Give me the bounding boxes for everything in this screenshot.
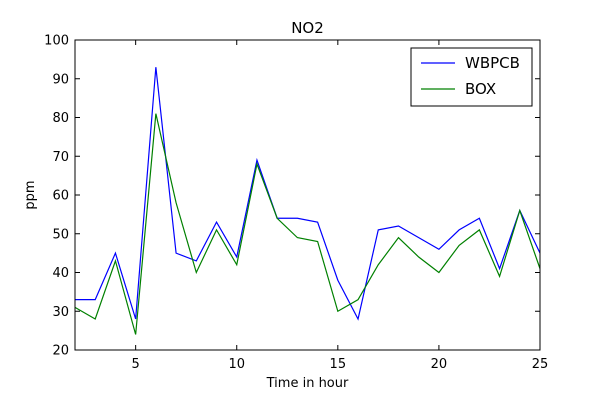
y-tick-label: 20 [52, 344, 69, 359]
series-layer [74, 67, 541, 335]
y-tick-label: 100 [44, 34, 69, 49]
plot-frame [74, 39, 541, 351]
series-line-wbpcb [75, 67, 541, 321]
y-tick-label: 60 [52, 189, 69, 204]
x-tick-label: 20 [431, 357, 448, 372]
y-tick-label: 50 [52, 227, 69, 242]
y-tick-label: 80 [52, 111, 69, 126]
y-tick-label: 90 [52, 72, 69, 87]
x-tick-label: 10 [228, 357, 245, 372]
y-tick-label: 30 [52, 305, 69, 320]
y-axis-label: ppm [23, 180, 38, 209]
legend-box [410, 47, 533, 107]
x-tick-label: 5 [132, 357, 140, 372]
y-tick-label: 40 [52, 266, 69, 281]
chart-title: NO2 [291, 19, 324, 37]
x-tick-label: 25 [532, 357, 549, 372]
x-tick-label: 15 [330, 357, 347, 372]
x-axis-label: Time in hour [266, 376, 349, 391]
tick-layer: 5 10 15 20 25 20 30 40 50 60 70 80 90 100 [44, 34, 548, 373]
series-line-box [74, 113, 541, 335]
legend-label-wbpcb: WBPCB [465, 54, 520, 72]
legend: WBPCB BOX [410, 47, 533, 107]
y-tick-label: 70 [52, 150, 69, 165]
legend-label-box: BOX [465, 80, 496, 98]
